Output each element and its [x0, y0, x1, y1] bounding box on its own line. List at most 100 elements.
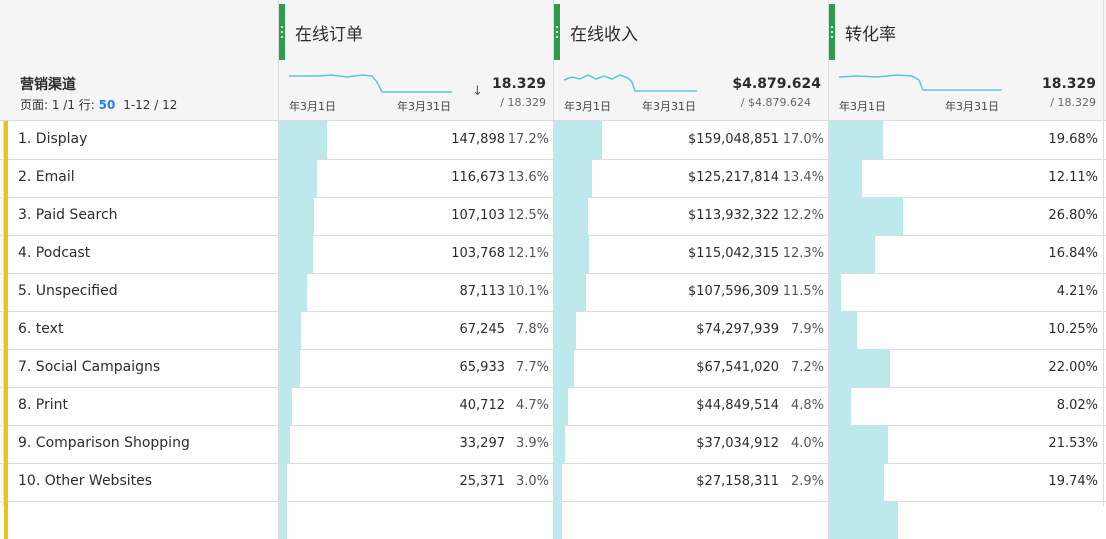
table-row[interactable]: 7. Social Campaigns 65,933 7.7% $67,541,020…: [0, 349, 1106, 388]
cell-revenue[interactable]: $44,849,514 4.8%: [553, 387, 829, 425]
table-row[interactable]: 6. text 67,245 7.8% $74,297,939 7.9% 10.25%: [0, 311, 1106, 350]
orders-bar: [279, 349, 301, 387]
orders-bar: [279, 463, 288, 501]
row-label[interactable]: 7. Social Campaigns: [18, 359, 161, 375]
orders-bar: [279, 387, 293, 425]
revenue-bar: [554, 235, 589, 273]
sparkline-start-date: 年3月1日: [564, 100, 611, 113]
table-row[interactable]: 4. Podcast 103,768 12.1% $115,042,315 12.3% 1…: [0, 235, 1106, 274]
row-label[interactable]: 5. Unspecified: [18, 283, 118, 299]
cell-conversion[interactable]: 19.74%: [828, 463, 1104, 501]
cell-conversion[interactable]: 19.68%: [828, 121, 1104, 159]
cell-revenue[interactable]: $159,048,851 17.0%: [553, 121, 829, 159]
cell-revenue[interactable]: $115,042,315 12.3%: [553, 235, 829, 273]
orders-percent: 13.6%: [507, 170, 549, 185]
orders-percent: 12.1%: [507, 246, 549, 261]
rows-per-page-select[interactable]: 50: [98, 98, 116, 112]
cell-conversion[interactable]: 4.21%: [828, 273, 1104, 311]
table-row[interactable]: 1. Display 147,898 17.2% $159,048,851 17.0% 1…: [0, 121, 1106, 160]
sparkline: [289, 74, 452, 93]
row-label[interactable]: 9. Comparison Shopping: [18, 435, 190, 451]
table-row-partial[interactable]: [0, 501, 1106, 539]
cell-orders[interactable]: 33,297 3.9%: [278, 425, 554, 463]
summary-total: / $4.879.624: [740, 96, 811, 109]
cell-conversion[interactable]: 22.00%: [828, 349, 1104, 387]
row-accent-marker: [4, 463, 8, 501]
cell-conversion[interactable]: 26.80%: [828, 197, 1104, 235]
revenue-percent: 11.5%: [782, 284, 824, 299]
drag-handle-icon[interactable]: [829, 4, 835, 60]
dimension-title[interactable]: 营销渠道: [20, 77, 76, 93]
cell-revenue[interactable]: $113,932,322 12.2%: [553, 197, 829, 235]
cell-revenue[interactable]: $37,034,912 4.0%: [553, 425, 829, 463]
row-accent-marker: [4, 387, 8, 425]
table-row[interactable]: 2. Email 116,673 13.6% $125,217,814 13.4% 12.…: [0, 159, 1106, 198]
orders-value: 87,113: [459, 284, 506, 299]
conversion-bar: [829, 197, 903, 235]
cell-orders[interactable]: 107,103 12.5%: [278, 197, 554, 235]
table-row[interactable]: 5. Unspecified 87,113 10.1% $107,596,309 11.…: [0, 273, 1106, 312]
revenue-value: $159,048,851: [688, 132, 779, 147]
row-label[interactable]: 6. text: [18, 321, 64, 337]
cell-orders[interactable]: 87,113 10.1%: [278, 273, 554, 311]
table-row[interactable]: 3. Paid Search 107,103 12.5% $113,932,322 12…: [0, 197, 1106, 236]
cell-conversion[interactable]: 12.11%: [828, 159, 1104, 197]
row-label[interactable]: 10. Other Websites: [18, 473, 153, 489]
summary-value: 18.329: [1041, 76, 1096, 92]
row-label[interactable]: 1. Display: [18, 131, 88, 147]
revenue-percent: 4.0%: [790, 436, 824, 451]
cell-revenue[interactable]: $74,297,939 7.9%: [553, 311, 829, 349]
cell-partial: [828, 501, 1104, 539]
cell-orders[interactable]: 40,712 4.7%: [278, 387, 554, 425]
cell-orders[interactable]: 116,673 13.6%: [278, 159, 554, 197]
cell-revenue[interactable]: $125,217,814 13.4%: [553, 159, 829, 197]
table-right-border: [1103, 0, 1104, 506]
orders-percent: 7.7%: [515, 360, 549, 375]
cell-orders[interactable]: 67,245 7.8%: [278, 311, 554, 349]
row-label[interactable]: 4. Podcast: [18, 245, 91, 261]
row-label[interactable]: 8. Print: [18, 397, 69, 413]
column-header-online-revenue[interactable]: 在线收入: [553, 0, 829, 64]
orders-bar: [279, 197, 314, 235]
cell-revenue[interactable]: $67,541,020 7.2%: [553, 349, 829, 387]
orders-value: 116,673: [451, 170, 505, 185]
column-header-online-orders[interactable]: 在线订单: [278, 0, 554, 64]
cell-revenue[interactable]: $107,596,309 11.5%: [553, 273, 829, 311]
revenue-bar: [554, 463, 563, 501]
column-header-conversion-rate[interactable]: 转化率: [828, 0, 1104, 64]
table-row[interactable]: 8. Print 40,712 4.7% $44,849,514 4.8% 8.02%: [0, 387, 1106, 426]
sort-descending-icon[interactable]: ↓: [472, 84, 483, 99]
cell-revenue[interactable]: $27,158,311 2.9%: [553, 463, 829, 501]
cell-conversion[interactable]: 8.02%: [828, 387, 1104, 425]
cell-orders[interactable]: 25,371 3.0%: [278, 463, 554, 501]
cell-conversion[interactable]: 21.53%: [828, 425, 1104, 463]
revenue-value: $67,541,020: [696, 360, 779, 375]
drag-handle-icon[interactable]: [279, 4, 285, 60]
table-row[interactable]: 9. Comparison Shopping 33,297 3.9% $37,034,…: [0, 425, 1106, 464]
summary-cell-conversion: 年3月1日 年3月31日 18.329 / 18.329: [828, 64, 1104, 120]
orders-value: 25,371: [459, 474, 506, 489]
conversion-bar: [829, 273, 841, 311]
cell-orders[interactable]: 65,933 7.7%: [278, 349, 554, 387]
orders-value: 40,712: [459, 398, 506, 413]
row-label[interactable]: 3. Paid Search: [18, 207, 118, 223]
conversion-bar: [829, 349, 890, 387]
drag-handle-icon[interactable]: [554, 4, 560, 60]
revenue-percent: 17.0%: [782, 132, 824, 147]
column-header-row: 在线订单 在线收入 转化率: [0, 0, 1106, 65]
revenue-value: $113,932,322: [688, 208, 779, 223]
revenue-percent: 7.9%: [790, 322, 824, 337]
cell-orders[interactable]: 103,768 12.1%: [278, 235, 554, 273]
row-range: 1-12 / 12: [123, 98, 178, 112]
cell-orders[interactable]: 147,898 17.2%: [278, 121, 554, 159]
cell-conversion[interactable]: 10.25%: [828, 311, 1104, 349]
row-label[interactable]: 2. Email: [18, 169, 75, 185]
table-row[interactable]: 10. Other Websites 25,371 3.0% $27,158,311 2…: [0, 463, 1106, 502]
orders-value: 33,297: [459, 436, 506, 451]
conversion-bar: [829, 159, 863, 197]
summary-value: 18.329: [491, 76, 546, 92]
conversion-value: 19.68%: [1048, 132, 1098, 147]
cell-conversion[interactable]: 16.84%: [828, 235, 1104, 273]
revenue-percent: 4.8%: [790, 398, 824, 413]
conversion-bar: [829, 425, 889, 463]
